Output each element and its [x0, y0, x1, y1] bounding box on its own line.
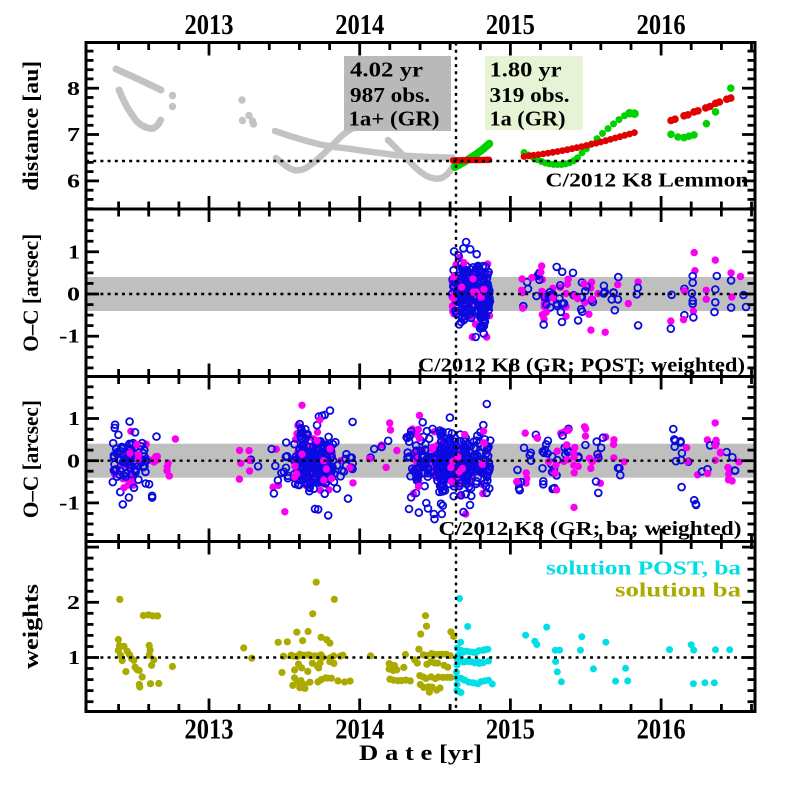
svg-text:C/2012 K8 Lemmon: C/2012 K8 Lemmon — [546, 170, 749, 192]
svg-text:2014: 2014 — [335, 714, 384, 746]
svg-text:8: 8 — [67, 78, 80, 100]
svg-text:319 obs.: 319 obs. — [490, 83, 570, 107]
svg-text:1: 1 — [68, 408, 80, 430]
svg-text:0: 0 — [67, 450, 80, 472]
svg-text:-1: -1 — [59, 326, 80, 348]
svg-text:weights: weights — [18, 583, 43, 669]
svg-text:1: 1 — [68, 647, 80, 669]
svg-text:2015: 2015 — [486, 714, 535, 746]
svg-text:solution POST, ba: solution POST, ba — [546, 558, 741, 580]
svg-text:1a (GR): 1a (GR) — [490, 107, 566, 131]
svg-text:2013: 2013 — [185, 9, 234, 41]
svg-text:O–C [arcsec]: O–C [arcsec] — [18, 234, 43, 352]
svg-text:C/2012 K8 (GR; ba; weighted): C/2012 K8 (GR; ba; weighted) — [439, 518, 742, 540]
svg-text:2013: 2013 — [185, 714, 234, 746]
svg-text:7: 7 — [67, 124, 80, 146]
svg-text:O–C [arcsec]: O–C [arcsec] — [18, 400, 43, 518]
svg-text:D a t e [yr]: D a t e [yr] — [359, 740, 482, 765]
svg-text:6: 6 — [67, 171, 80, 193]
svg-text:distance [au]: distance [au] — [18, 61, 43, 191]
svg-text:-1: -1 — [59, 493, 80, 515]
svg-text:1.80 yr: 1.80 yr — [490, 58, 563, 82]
svg-text:987 obs.: 987 obs. — [350, 83, 430, 107]
svg-text:1: 1 — [68, 241, 80, 263]
svg-text:4.02 yr: 4.02 yr — [350, 58, 424, 82]
svg-text:2015: 2015 — [486, 9, 535, 41]
svg-text:2016: 2016 — [637, 714, 686, 746]
svg-text:2014: 2014 — [335, 9, 384, 41]
svg-text:C/2012 K8 (GR; POST; weighted): C/2012 K8 (GR; POST; weighted) — [418, 355, 745, 377]
svg-text:1a+ (GR): 1a+ (GR) — [349, 107, 440, 131]
svg-text:0: 0 — [67, 284, 80, 306]
svg-text:2016: 2016 — [637, 9, 686, 41]
svg-text:solution ba: solution ba — [615, 580, 741, 602]
svg-text:2: 2 — [67, 592, 80, 614]
